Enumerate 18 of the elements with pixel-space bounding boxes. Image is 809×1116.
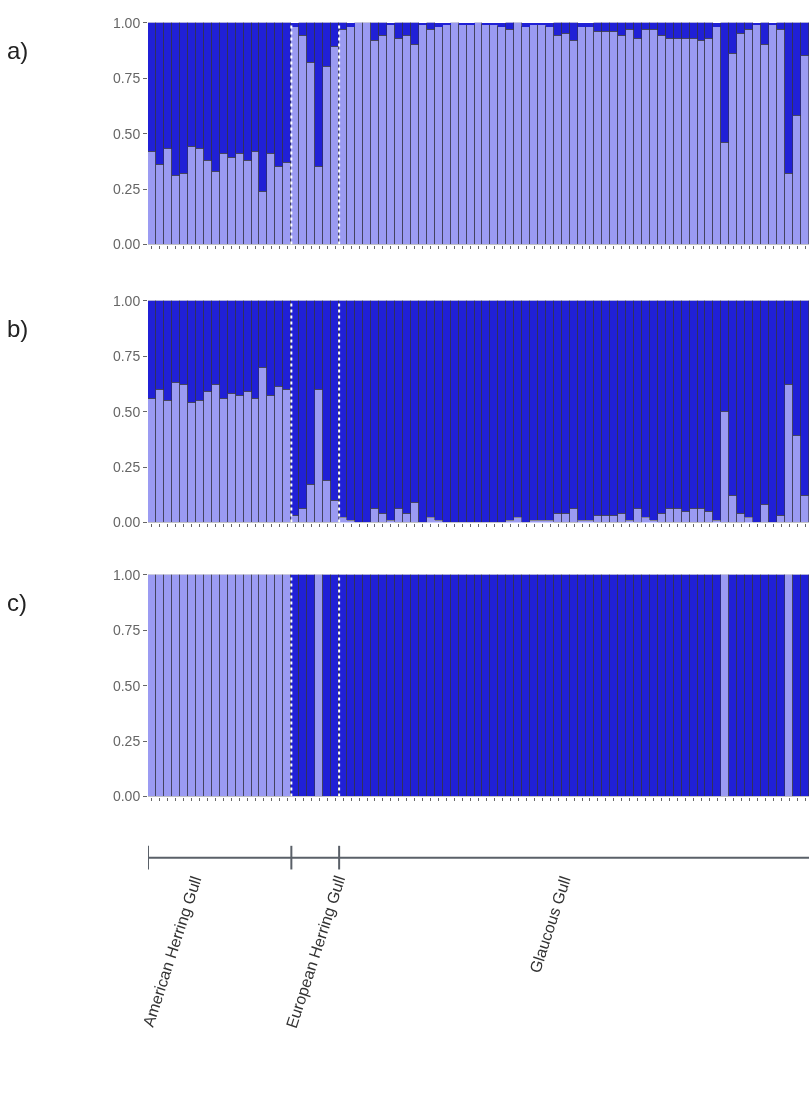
text: c) <box>7 589 27 616</box>
y-tick-label: 0.25 <box>112 181 141 198</box>
y-tick-label: 0.75 <box>112 622 141 639</box>
y-tick-label: 1.00 <box>112 292 141 309</box>
y-tick-label: 0.00 <box>112 788 141 805</box>
y-tick-label: 0.00 <box>112 236 141 253</box>
y-tick-label: 0.75 <box>112 348 141 365</box>
y-tick-label: 1.00 <box>112 566 141 583</box>
y-tick-label: 1.00 <box>112 14 141 31</box>
y-tick-label: 0.75 <box>112 70 141 87</box>
y-tick-label: 0.25 <box>112 458 141 475</box>
y-tick-label: 0.50 <box>112 125 141 142</box>
y-tick-label: 0.50 <box>112 677 141 694</box>
y-tick-label: 0.50 <box>112 403 141 420</box>
text: b) <box>7 315 29 342</box>
y-tick-label: 0.00 <box>112 514 141 531</box>
y-tick-label: 0.25 <box>112 732 141 749</box>
text: a) <box>7 37 29 64</box>
